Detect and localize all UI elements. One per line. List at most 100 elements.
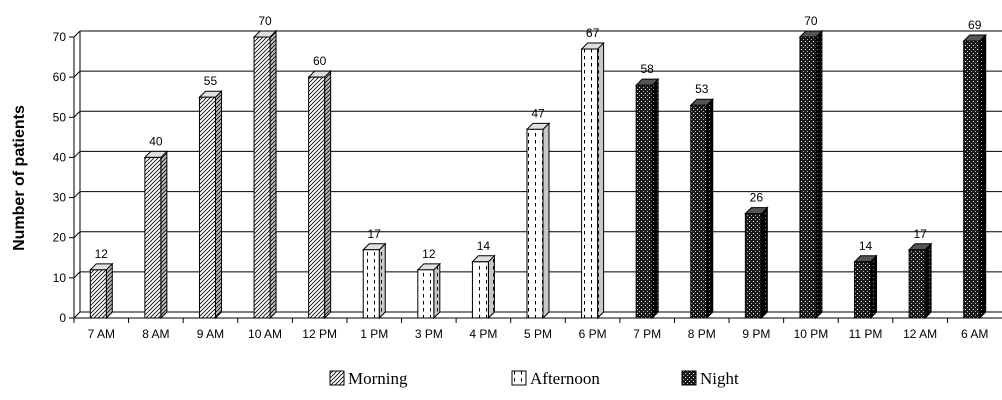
gridline-depth [73, 311, 81, 319]
data-label: 17 [368, 227, 382, 241]
bar-3-pm [416, 262, 442, 320]
bar-6-am [962, 33, 987, 320]
bar-side [487, 254, 495, 320]
bar-6-pm [580, 41, 605, 320]
legend-item-afternoon: Afternoon [511, 369, 600, 388]
data-label: 58 [640, 62, 654, 76]
y-tick-label: 70 [53, 30, 67, 44]
data-label: 53 [695, 82, 709, 96]
data-label: 26 [750, 191, 764, 205]
bar-side [160, 150, 168, 320]
bar-side [324, 69, 332, 320]
bar-front [144, 156, 162, 319]
x-tick-label: 7 PM [633, 327, 661, 341]
legend: Morning Afternoon Night [329, 369, 739, 388]
gridline-depth [73, 110, 81, 118]
bar-side [870, 254, 878, 320]
bar-8-pm [689, 98, 714, 320]
x-tick-label: 10 AM [248, 327, 282, 341]
bar-front [417, 269, 435, 319]
x-tick-label: 12 AM [903, 327, 937, 341]
y-tick-label: 10 [53, 271, 67, 285]
data-label: 69 [968, 18, 982, 32]
bar-side [760, 206, 768, 320]
data-label: 47 [531, 106, 545, 120]
y-tick-label: 60 [53, 70, 67, 84]
bar-front [581, 48, 599, 319]
bar-front [308, 76, 326, 319]
x-tick-label: 12 PM [302, 327, 337, 341]
bar-side [269, 29, 277, 320]
y-axis-title: Number of patients [11, 105, 28, 251]
x-tick-label: 6 PM [579, 327, 607, 341]
y-tick-label: 20 [53, 231, 67, 245]
x-tick-label: 1 PM [360, 327, 388, 341]
gridline-depth [73, 70, 81, 78]
x-tick-label: 8 PM [688, 327, 716, 341]
bar-front [362, 249, 380, 319]
bar-12-pm [307, 69, 332, 320]
bar-front [799, 36, 817, 319]
x-tick-label: 9 AM [197, 327, 224, 341]
bar-front [963, 40, 981, 319]
gridline-depth [73, 30, 81, 38]
x-tick-label: 5 PM [524, 327, 552, 341]
bar-7-pm [634, 77, 660, 320]
legend-swatch [329, 370, 345, 386]
bar-front [744, 213, 762, 319]
data-label: 12 [95, 247, 109, 261]
data-label: 55 [204, 74, 218, 88]
bar-12-am [907, 242, 933, 320]
data-label: 67 [586, 26, 600, 40]
bars [89, 29, 987, 320]
bar-side [378, 242, 386, 320]
x-tick-label: 6 AM [961, 327, 988, 341]
bar-9-am [198, 90, 223, 320]
gridline-depth [73, 191, 81, 198]
bar-front [690, 104, 708, 319]
bar-front [526, 128, 544, 319]
data-label: 17 [913, 227, 927, 241]
x-tick-label: 7 AM [88, 327, 115, 341]
bar-front [471, 261, 489, 319]
data-label: 14 [859, 239, 873, 253]
x-tick-label: 8 AM [142, 327, 169, 341]
bar-side [706, 98, 714, 320]
legend-label: Night [700, 369, 739, 388]
bar-side [815, 29, 823, 320]
bar-front [635, 84, 653, 319]
legend-swatch [681, 370, 697, 386]
bar-10-am [252, 29, 278, 320]
bar-10-pm [798, 29, 824, 320]
gridline-depth [73, 231, 81, 239]
y-tick-label: 0 [59, 311, 66, 325]
bar-side [924, 242, 932, 320]
bar-side [105, 262, 113, 320]
gridline-depth [73, 151, 81, 158]
bar-front [198, 96, 216, 319]
bar-4-pm [471, 254, 496, 320]
x-tick-label: 11 PM [849, 327, 883, 341]
x-tick-label: 10 PM [794, 327, 829, 341]
bar-front [908, 249, 926, 319]
data-label: 40 [149, 134, 163, 148]
bar-9-pm [744, 206, 769, 320]
legend-swatch [511, 370, 527, 386]
bar-11-pm [853, 254, 878, 320]
bar-front [89, 269, 107, 319]
bar-side [214, 90, 222, 320]
legend-item-morning: Morning [329, 369, 408, 388]
tick-labels: 0 10 20 30 40 50 60 70 7 AM 8 AM 9 AM 10 AM 12 PM 1 P… [53, 30, 989, 341]
bar-5-pm [525, 122, 551, 320]
bar-side [979, 33, 987, 320]
data-label: 70 [804, 14, 818, 28]
bar-front [854, 261, 872, 319]
legend-label: Morning [348, 369, 408, 388]
x-tick-label: 4 PM [469, 327, 497, 341]
gridline-depth [73, 271, 81, 279]
data-label: 14 [477, 239, 491, 253]
legend-item-night: Night [681, 369, 739, 388]
bar-1-pm [362, 242, 387, 320]
data-label: 60 [313, 54, 327, 68]
